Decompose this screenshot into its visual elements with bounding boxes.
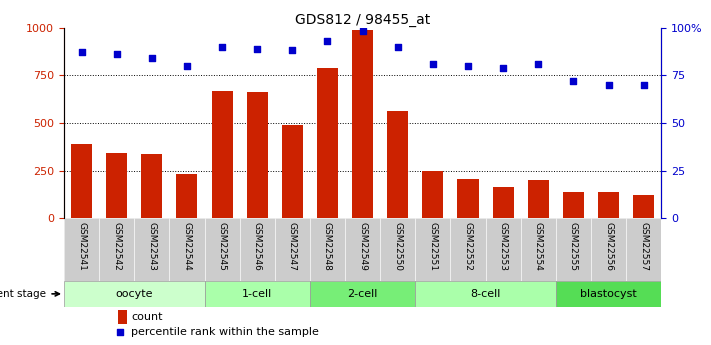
Bar: [415, 218, 451, 281]
Bar: [520, 218, 556, 281]
Text: 8-cell: 8-cell: [471, 289, 501, 299]
Text: GSM22541: GSM22541: [77, 221, 86, 270]
Bar: [493, 187, 513, 218]
Bar: [247, 91, 268, 218]
Bar: [598, 192, 619, 218]
Bar: [317, 68, 338, 218]
Bar: [64, 281, 205, 307]
Text: blastocyst: blastocyst: [580, 289, 637, 299]
Point: [76, 50, 87, 55]
Point: [287, 48, 298, 53]
Point: [567, 78, 579, 84]
Text: percentile rank within the sample: percentile rank within the sample: [131, 327, 319, 337]
Bar: [71, 144, 92, 218]
Point: [462, 63, 474, 69]
Bar: [64, 218, 99, 281]
Point: [146, 55, 158, 61]
Text: GSM22551: GSM22551: [428, 221, 437, 270]
Point: [114, 329, 125, 335]
Bar: [212, 91, 232, 218]
Text: GSM22553: GSM22553: [498, 221, 508, 270]
Bar: [633, 195, 654, 218]
Bar: [176, 174, 198, 218]
Bar: [415, 281, 556, 307]
Text: GSM22552: GSM22552: [464, 221, 473, 270]
Bar: [106, 152, 127, 218]
Text: GSM22542: GSM22542: [112, 221, 121, 270]
Point: [533, 61, 544, 67]
Bar: [556, 281, 661, 307]
Bar: [240, 218, 274, 281]
Bar: [387, 111, 408, 218]
Text: GSM22555: GSM22555: [569, 221, 578, 270]
Point: [498, 65, 509, 70]
Bar: [274, 218, 310, 281]
Bar: [422, 171, 444, 218]
Bar: [141, 154, 162, 218]
Bar: [345, 218, 380, 281]
Bar: [310, 218, 345, 281]
Text: count: count: [131, 312, 162, 322]
Text: development stage: development stage: [0, 289, 59, 299]
Point: [603, 82, 614, 88]
Point: [216, 44, 228, 49]
Text: GSM22544: GSM22544: [183, 221, 191, 270]
Bar: [563, 192, 584, 218]
Point: [638, 82, 649, 88]
Bar: [528, 180, 549, 218]
Bar: [626, 218, 661, 281]
Bar: [169, 218, 205, 281]
Text: GSM22546: GSM22546: [252, 221, 262, 270]
Text: GSM22557: GSM22557: [639, 221, 648, 270]
Text: GSM22554: GSM22554: [534, 221, 542, 270]
Bar: [205, 218, 240, 281]
Bar: [205, 281, 310, 307]
Bar: [556, 218, 591, 281]
Text: GSM22550: GSM22550: [393, 221, 402, 270]
Text: GSM22545: GSM22545: [218, 221, 227, 270]
Bar: [486, 218, 520, 281]
Bar: [457, 179, 479, 218]
Point: [181, 63, 193, 69]
Bar: [352, 30, 373, 218]
Point: [252, 46, 263, 51]
Title: GDS812 / 98455_at: GDS812 / 98455_at: [295, 12, 430, 27]
Bar: [380, 218, 415, 281]
Point: [322, 38, 333, 44]
Text: GSM22547: GSM22547: [288, 221, 297, 270]
Bar: [134, 218, 169, 281]
Bar: [99, 218, 134, 281]
Point: [357, 29, 368, 34]
Bar: [591, 218, 626, 281]
Bar: [118, 310, 127, 324]
Text: GSM22543: GSM22543: [147, 221, 156, 270]
Point: [427, 61, 439, 67]
Bar: [310, 281, 415, 307]
Text: GSM22556: GSM22556: [604, 221, 613, 270]
Bar: [451, 218, 486, 281]
Text: GSM22549: GSM22549: [358, 221, 367, 270]
Text: 1-cell: 1-cell: [242, 289, 272, 299]
Text: 2-cell: 2-cell: [348, 289, 378, 299]
Point: [392, 44, 403, 49]
Text: GSM22548: GSM22548: [323, 221, 332, 270]
Bar: [282, 125, 303, 218]
Point: [111, 51, 122, 57]
Text: oocyte: oocyte: [115, 289, 153, 299]
